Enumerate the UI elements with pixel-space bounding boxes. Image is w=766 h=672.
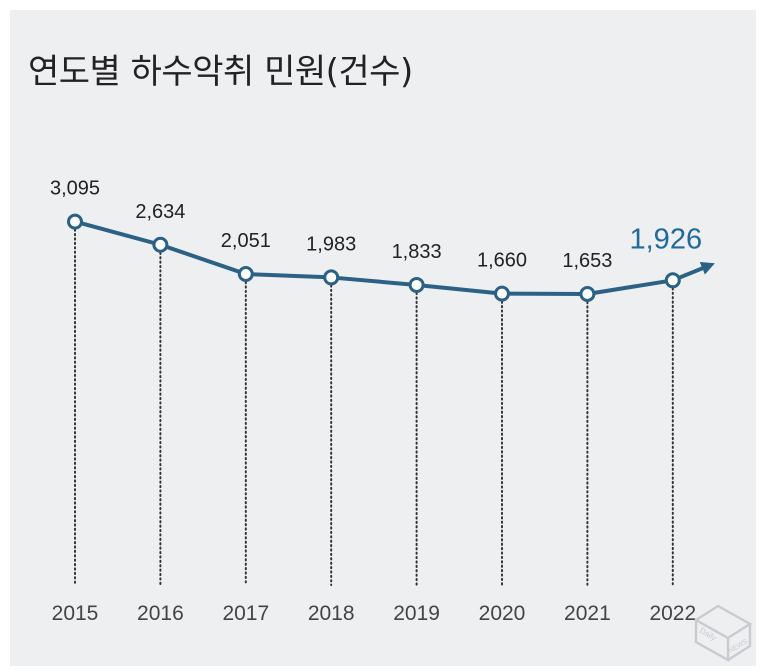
x-tick-2022: 2022: [649, 602, 696, 625]
data-point-2022: [664, 272, 681, 289]
x-axis-ticks: 2015 2016 2017 2018 2019 2020 2021 2022: [52, 602, 697, 625]
data-point-2019: [408, 276, 425, 293]
x-tick-2015: 2015: [52, 602, 99, 625]
chart-panel: [10, 10, 756, 666]
data-label-2016: 2,634: [135, 201, 185, 223]
x-tick-2021: 2021: [564, 602, 611, 625]
data-label-2015: 3,095: [50, 178, 100, 200]
x-tick-2020: 2020: [479, 602, 526, 625]
guide-lines: [74, 228, 674, 586]
data-point-2015: [67, 213, 83, 230]
x-tick-2016: 2016: [137, 602, 184, 625]
data-point-2017: [237, 266, 254, 283]
data-label-2019: 1,833: [392, 241, 442, 263]
data-label-2022: 1,926: [630, 223, 703, 255]
data-points: [67, 213, 681, 302]
x-tick-2017: 2017: [222, 602, 269, 625]
series-polyline: [73, 219, 675, 296]
chart-title: 연도별 하수악취 민원(건수): [28, 52, 413, 92]
data-point-2016: [152, 236, 169, 253]
daily-news-logo: Daily NEWS: [693, 604, 753, 663]
x-tick-2018: 2018: [308, 602, 355, 625]
data-labels: 3,095 2,634 2,051 1,983 1,833 1,660 1,653 1,926: [50, 178, 702, 272]
data-point-2020: [494, 285, 510, 302]
data-label-2017: 2,051: [221, 230, 271, 252]
data-point-2018: [323, 269, 340, 286]
logo-text-top: Daily: [698, 626, 718, 643]
data-label-2021: 1,653: [562, 250, 612, 272]
x-tick-2019: 2019: [393, 602, 440, 625]
data-label-2018: 1,983: [306, 233, 356, 255]
data-label-2020: 1,660: [477, 250, 527, 272]
data-point-2021: [579, 286, 596, 302]
